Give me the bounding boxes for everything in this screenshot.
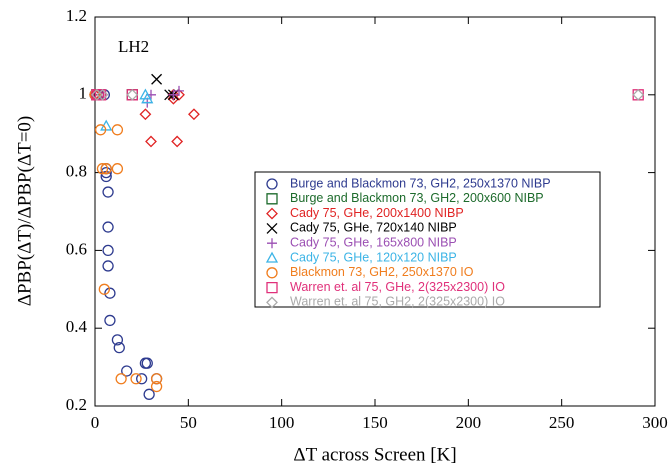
- legend-marker: [265, 251, 279, 263]
- legend-label: Warren et. al 75, GH2, 2(325x2300) IO: [290, 295, 505, 309]
- data-point: [100, 166, 112, 179]
- annotation: LH2: [118, 37, 149, 56]
- legend-marker: [267, 238, 277, 249]
- legend-marker: [266, 267, 278, 279]
- legend-marker: [266, 222, 278, 234]
- data-point: [102, 244, 114, 257]
- data-point: [188, 108, 200, 121]
- legend-label: Cady 75, GHe, 120x120 NIBP: [290, 250, 457, 264]
- data-point: [150, 373, 163, 385]
- data-point: [111, 334, 124, 346]
- legend-label: Warren et. al 75, GHe, 2(325x2300) IO: [290, 280, 505, 294]
- legend-label: Burge and Blackmon 73, GH2, 200x600 NIBP: [290, 191, 544, 205]
- legend-marker: [266, 207, 278, 220]
- legend-marker: [266, 193, 278, 205]
- data-point: [113, 341, 125, 354]
- data-point: [126, 89, 138, 101]
- y-tick-label: 0.4: [66, 317, 88, 336]
- legend-label: Burge and Blackmon 73, GH2, 250x1370 NIB…: [290, 176, 551, 190]
- x-tick-label: 0: [91, 413, 100, 432]
- data-point: [102, 221, 114, 233]
- x-tick-label: 150: [362, 413, 388, 432]
- data-point: [632, 89, 644, 101]
- data-point: [94, 124, 107, 136]
- data-point: [102, 260, 114, 272]
- data-point: [115, 373, 127, 385]
- legend-marker: [266, 281, 278, 294]
- y-axis-label: ΔPBP(ΔT)/ΔPBP(ΔT=0): [14, 116, 35, 307]
- y-tick-label: 0.2: [66, 395, 87, 414]
- data-point: [141, 357, 153, 369]
- legend-label: Blackmon 73, GH2, 250x1370 IO: [290, 265, 474, 279]
- legend-marker: [266, 178, 278, 190]
- data-point: [102, 186, 114, 198]
- x-tick-label: 50: [180, 413, 197, 432]
- x-tick-label: 250: [549, 413, 575, 432]
- legend-box: [254, 171, 601, 308]
- data-point: [130, 373, 142, 385]
- y-tick-label: 1: [79, 84, 88, 103]
- data-point: [171, 135, 184, 148]
- data-point: [126, 89, 138, 101]
- legend-marker: [266, 296, 278, 309]
- x-tick-label: 300: [642, 413, 668, 432]
- data-point: [98, 283, 110, 295]
- data-point: [104, 314, 116, 327]
- data-point: [145, 135, 157, 148]
- data-point: [96, 88, 109, 101]
- x-tick-label: 100: [269, 413, 295, 432]
- data-point: [121, 365, 133, 377]
- legend-label: Cady 75, GHe, 165x800 NIBP: [290, 235, 457, 249]
- y-tick-label: 0.8: [66, 162, 87, 181]
- x-tick-label: 200: [456, 413, 482, 432]
- data-point: [168, 89, 179, 100]
- data-point: [111, 124, 124, 136]
- data-point: [100, 163, 112, 175]
- x-axis-label: ΔT across Screen [K]: [293, 444, 456, 465]
- data-point: [136, 373, 148, 385]
- data-point: [90, 88, 103, 101]
- legend-label: Cady 75, GHe, 720x140 NIBP: [290, 221, 457, 235]
- data-point: [139, 108, 152, 121]
- data-point: [151, 73, 163, 85]
- data-point: [141, 92, 154, 104]
- data-point: [143, 388, 155, 400]
- data-point: [150, 380, 163, 393]
- y-tick-label: 1.2: [66, 6, 87, 25]
- data-point: [174, 85, 184, 96]
- legend-label: Cady 75, GHe, 200x1400 NIBP: [290, 206, 464, 220]
- data-point: [104, 287, 116, 299]
- y-tick-label: 0.6: [66, 239, 87, 258]
- data-point: [96, 163, 109, 175]
- data-point: [632, 88, 645, 101]
- data-point: [126, 88, 139, 101]
- data-point: [111, 163, 124, 175]
